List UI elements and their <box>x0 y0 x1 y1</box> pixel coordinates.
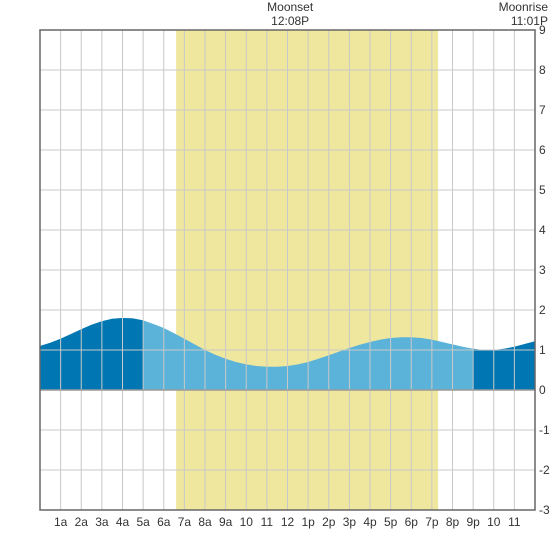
svg-text:7p: 7p <box>425 515 439 529</box>
svg-text:-3: -3 <box>539 503 550 517</box>
svg-text:1: 1 <box>539 343 546 357</box>
svg-text:10: 10 <box>240 515 254 529</box>
svg-text:8: 8 <box>539 63 546 77</box>
svg-text:5p: 5p <box>384 515 398 529</box>
svg-text:7a: 7a <box>178 515 192 529</box>
moonrise-title: Moonrise <box>499 0 548 14</box>
svg-text:8p: 8p <box>446 515 460 529</box>
moonset-time: 12:08P <box>271 14 309 28</box>
svg-text:7: 7 <box>539 103 546 117</box>
svg-text:-1: -1 <box>539 423 550 437</box>
svg-text:6: 6 <box>539 143 546 157</box>
svg-text:12: 12 <box>281 515 295 529</box>
moonrise-label: Moonrise 11:01P <box>499 0 548 29</box>
svg-text:8a: 8a <box>198 515 212 529</box>
moonrise-time: 11:01P <box>511 14 548 28</box>
svg-text:2a: 2a <box>75 515 89 529</box>
svg-text:5: 5 <box>539 183 546 197</box>
svg-text:2: 2 <box>539 303 546 317</box>
svg-text:0: 0 <box>539 383 546 397</box>
moonset-label: Moonset 12:08P <box>240 0 340 29</box>
svg-text:11: 11 <box>261 515 274 529</box>
tide-chart: Moonset 12:08P Moonrise 11:01P -3-2-1012… <box>0 0 550 550</box>
svg-text:5a: 5a <box>136 515 150 529</box>
svg-text:9p: 9p <box>466 515 480 529</box>
svg-text:9a: 9a <box>219 515 233 529</box>
svg-text:3p: 3p <box>343 515 357 529</box>
svg-text:4a: 4a <box>116 515 130 529</box>
svg-text:6p: 6p <box>405 515 419 529</box>
svg-text:3: 3 <box>539 263 546 277</box>
svg-text:3a: 3a <box>95 515 109 529</box>
svg-text:10: 10 <box>487 515 501 529</box>
svg-text:11: 11 <box>508 515 521 529</box>
svg-text:1a: 1a <box>54 515 68 529</box>
svg-text:-2: -2 <box>539 463 550 477</box>
svg-text:4: 4 <box>539 223 546 237</box>
svg-text:2p: 2p <box>322 515 336 529</box>
chart-svg: -3-2-101234567891a2a3a4a5a6a7a8a9a101112… <box>0 0 550 550</box>
svg-text:1p: 1p <box>301 515 315 529</box>
moonset-title: Moonset <box>267 0 313 14</box>
svg-text:6a: 6a <box>157 515 171 529</box>
svg-text:4p: 4p <box>363 515 377 529</box>
